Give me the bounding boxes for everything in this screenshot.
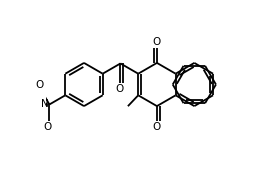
Text: O: O — [115, 84, 124, 94]
Text: O: O — [153, 37, 161, 47]
Text: O: O — [43, 122, 52, 132]
Text: N: N — [41, 100, 49, 110]
Text: O: O — [153, 122, 161, 132]
Text: O: O — [35, 79, 44, 90]
